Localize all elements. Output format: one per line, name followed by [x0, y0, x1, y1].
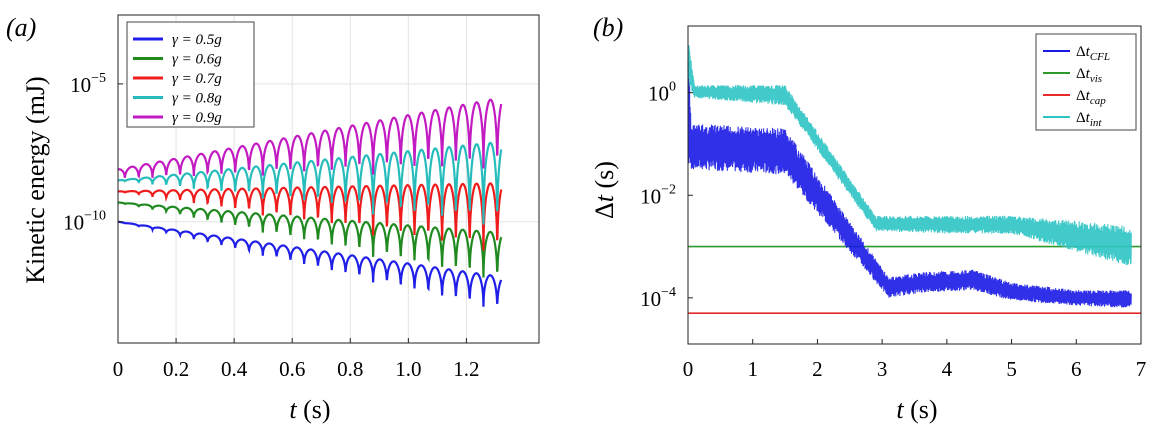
y-tick-label: 10−5 [70, 71, 106, 97]
legend-entry: Δtint [1076, 110, 1102, 129]
series-line-08 [117, 141, 503, 225]
x-tick-label: 0.4 [221, 357, 248, 381]
panel-b-series [687, 44, 1141, 315]
y-tick-label: 10−10 [63, 209, 106, 235]
x-tick-label: 4 [942, 357, 953, 381]
panel-a-x-label: t (s) [289, 395, 330, 424]
legend-entry: Δtcap [1076, 88, 1106, 107]
panel-b-x-ticks: 0 1 2 3 4 5 6 7 [683, 339, 1147, 381]
legend-entry: Δtvis [1076, 66, 1102, 85]
legend-entry: γ = 0.5g [172, 32, 222, 48]
series-line-09 [117, 98, 503, 180]
series-band-int [687, 44, 1132, 266]
x-tick-label: 0.6 [279, 357, 305, 381]
x-tick-label: 1 [747, 357, 758, 381]
y-tick-label: 100 [648, 80, 676, 106]
legend-entry: γ = 0.6g [172, 52, 222, 68]
panel-b-label: (b) [593, 13, 623, 42]
panel-a-frame [117, 14, 540, 344]
x-tick-label: 3 [877, 357, 888, 381]
x-tick-label: 1.0 [395, 357, 421, 381]
y-tick-label: 10−4 [640, 285, 676, 311]
panel-a-label: (a) [6, 13, 36, 42]
x-tick-label: 2 [812, 357, 823, 381]
panel-b-legend: ΔtCFL Δtvis Δtcap Δtint [1035, 33, 1137, 131]
series-line-07 [118, 182, 503, 251]
series-line-05 [117, 220, 503, 307]
panel-b-y-ticks: 100 10−2 10−4 [640, 80, 693, 311]
x-tick-label: 0.8 [337, 357, 363, 381]
x-tick-label: 0.2 [163, 357, 189, 381]
x-tick-label: 7 [1136, 357, 1147, 381]
panel-b-frame [687, 25, 1142, 345]
x-tick-label: 0 [113, 357, 124, 381]
panel-a: (a) 0 0.2 0.4 0.6 0.8 1.0 1.2 10−5 10−10 Kineti… [6, 13, 540, 424]
panel-a-y-ticks: 10−5 10−10 [63, 71, 123, 235]
panel-b-y-label: Δt (s) [590, 161, 619, 219]
x-tick-label: 1.2 [453, 357, 479, 381]
series-line-06 [117, 201, 503, 278]
panel-a-series [117, 98, 503, 307]
panel-a-legend: γ = 0.5g γ = 0.6g γ = 0.7g γ = 0.8g γ = 0.9g [126, 21, 255, 128]
panel-b-x-label: t (s) [896, 395, 937, 424]
x-tick-label: 6 [1071, 357, 1082, 381]
y-tick-label: 10−2 [640, 182, 676, 208]
legend-entry: ΔtCFL [1076, 44, 1110, 63]
series-band-CFL [687, 61, 1132, 308]
x-tick-label: 5 [1006, 357, 1017, 381]
panel-b: (b) 0 1 2 3 4 5 6 7 100 10−2 10−4 Δt (s) t (s) Δt… [590, 13, 1146, 424]
x-tick-label: 0 [683, 357, 694, 381]
legend-entry: γ = 0.7g [172, 71, 222, 87]
panel-a-x-ticks: 0 0.2 0.4 0.6 0.8 1.0 1.2 [113, 338, 480, 381]
panel-a-y-label: Kinetic energy (mJ) [21, 76, 50, 283]
legend-entry: γ = 0.9g [172, 110, 222, 126]
legend-entry: γ = 0.8g [172, 91, 222, 107]
